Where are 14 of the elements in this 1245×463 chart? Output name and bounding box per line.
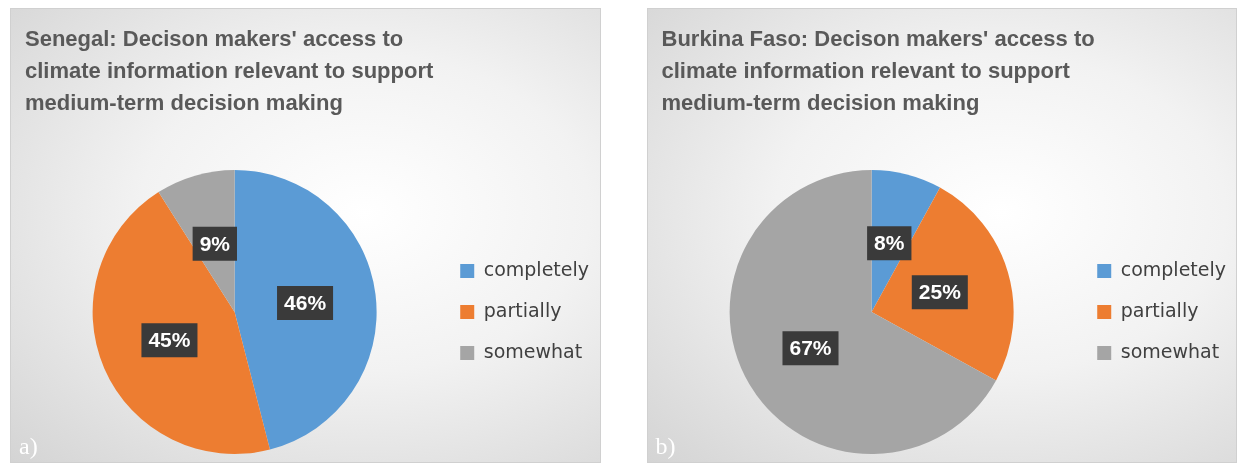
legend-label: somewhat <box>1120 339 1219 362</box>
chart-title: Burkina Faso: Decison makers' access to climate information relevant to support medium-term decision making <box>661 25 1096 117</box>
data-label: 8% <box>873 231 905 255</box>
legend-label: completely <box>1120 257 1226 280</box>
legend-label: completely <box>483 257 590 280</box>
data-label: 46% <box>284 290 327 314</box>
data-label: 9% <box>199 231 231 255</box>
data-label: 67% <box>788 335 832 359</box>
data-label: 45% <box>148 327 191 351</box>
legend-label: somewhat <box>483 339 583 362</box>
data-label: 25% <box>918 279 961 303</box>
legend-label: partially <box>1120 298 1198 321</box>
chart-title: Senegal: Decison makers' access to climate information relevant to support medium-term decision making <box>25 25 435 117</box>
legend-label: partially <box>483 298 562 321</box>
